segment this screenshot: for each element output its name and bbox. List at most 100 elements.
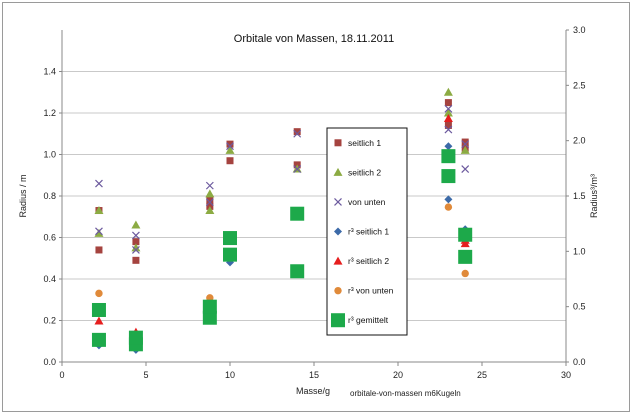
data-point (91, 332, 106, 347)
y-tick-label: 1.4 (43, 67, 56, 77)
data-point (223, 231, 237, 246)
data-point (94, 228, 104, 237)
y2-axis-title: Radius³/m³ (589, 174, 599, 218)
data-point (206, 196, 214, 204)
data-point (91, 302, 106, 317)
legend-label: r³ gemittelt (348, 315, 389, 325)
tick-labels: 0.0 0.2 0.4 0.6 0.8 1.0 1.2 1.4 0.0 0.5 1.0 1.5 2.0 2… (43, 25, 585, 380)
data-point (444, 203, 453, 211)
y-tick-label: 0.2 (43, 316, 56, 326)
y2-tick-label: 2.5 (573, 80, 586, 90)
data-point (226, 142, 234, 151)
x-tick-label: 30 (561, 370, 571, 380)
data-point (131, 246, 140, 254)
data-point (202, 299, 217, 314)
legend-marker (333, 256, 343, 265)
data-point (290, 206, 305, 221)
data-point (444, 121, 452, 129)
y2-tick-label: 1.5 (573, 191, 586, 201)
legend-marker (334, 227, 342, 236)
x-tick-label: 5 (143, 370, 148, 380)
x-axis-title: Masse/g (296, 386, 330, 396)
y2-tick-label: 0.0 (573, 357, 586, 367)
y-tick-label: 1.2 (43, 108, 56, 118)
data-point (95, 246, 103, 254)
data-point (132, 238, 140, 246)
data-point (444, 195, 453, 204)
y-axis-title: Radius / m (18, 174, 28, 217)
data-point (128, 330, 143, 345)
data-point (441, 169, 456, 184)
legend-label: seitlich 1 (348, 138, 381, 148)
y2-tick-label: 3.0 (573, 25, 586, 35)
legend-label: von unten (348, 197, 386, 207)
axes (59, 29, 569, 366)
chart-frame (2, 2, 630, 412)
data-point (443, 87, 453, 96)
data-point (223, 247, 237, 262)
data-point (293, 128, 301, 136)
data-point (205, 181, 214, 190)
y-tick-label: 0.6 (43, 233, 56, 243)
y-tick-label: 1.0 (43, 150, 56, 160)
data-point (94, 316, 104, 325)
data-point (460, 145, 470, 154)
legend-marker (334, 286, 342, 295)
legend-marker (334, 198, 342, 206)
data-point (131, 220, 141, 229)
y-tick-label: 0.0 (43, 357, 56, 367)
series-0 (95, 99, 469, 264)
data-point (443, 114, 453, 123)
data-point (441, 149, 456, 164)
data-point (293, 129, 302, 138)
series-6 (91, 149, 473, 352)
data-point (444, 125, 453, 134)
data-point (461, 269, 469, 278)
data-point (290, 264, 305, 279)
data-point (458, 249, 473, 264)
data-point (205, 198, 214, 207)
gridlines (62, 71, 566, 321)
series-4 (94, 114, 470, 336)
series-2 (95, 104, 470, 254)
x-tick-label: 15 (309, 370, 319, 380)
data-point (461, 138, 469, 146)
data-point (95, 179, 103, 188)
data-point (202, 310, 217, 325)
data-point (94, 206, 104, 215)
data-point (131, 243, 141, 252)
data-point (444, 142, 453, 151)
data-point (95, 227, 103, 236)
data-point (461, 165, 470, 173)
data-point (205, 189, 215, 198)
y2-tick-label: 0.5 (573, 302, 586, 312)
series-3 (94, 142, 470, 354)
legend-marker (331, 313, 345, 328)
data-point (458, 227, 473, 242)
y2-tick-label: 1.0 (573, 246, 586, 256)
legend-marker (334, 139, 342, 147)
legend-marker (333, 167, 343, 176)
data-point (132, 256, 140, 264)
y2-tick-label: 2.0 (573, 136, 586, 146)
data-point (131, 231, 140, 240)
x-tick-label: 0 (59, 370, 64, 380)
data-point (226, 157, 234, 165)
chart-title: Orbitale von Massen, 18.11.2011 (234, 33, 394, 45)
x-tick-label: 25 (477, 370, 487, 380)
series-5 (95, 203, 469, 302)
data-point (444, 99, 452, 107)
data-point (225, 145, 235, 154)
data-point (443, 108, 453, 117)
legend-label: seitlich 2 (348, 167, 381, 177)
legend: seitlich 1 seitlich 2 von unten r³ seitlich… (326, 127, 408, 336)
data-points (91, 87, 473, 354)
y-tick-label: 0.4 (43, 274, 56, 284)
x-tick-label: 10 (225, 370, 235, 380)
data-point (95, 289, 103, 298)
data-point (205, 206, 215, 215)
data-point (444, 104, 453, 113)
series-1 (94, 87, 470, 252)
legend-label: r³ seitlich 1 (348, 227, 389, 237)
